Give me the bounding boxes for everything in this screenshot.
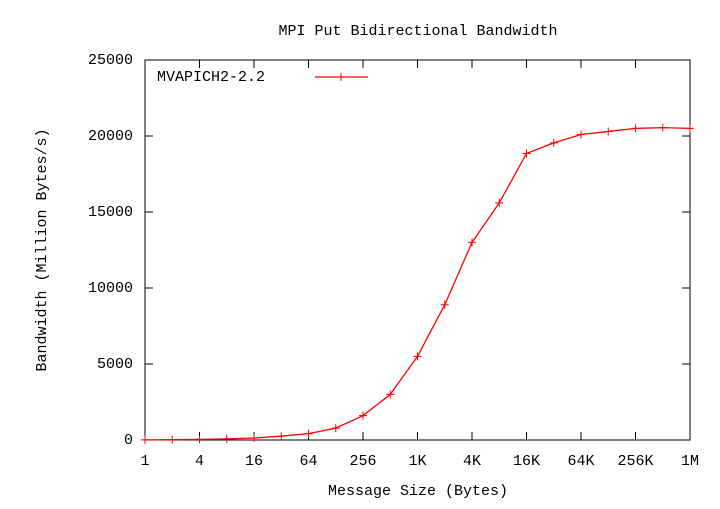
plot-frame: [144, 59, 691, 441]
point-marker: [549, 138, 558, 147]
point-marker: [686, 124, 694, 133]
y-tick-label: 25000: [88, 52, 133, 69]
series-line: [144, 126, 691, 441]
x-tick-label: 64K: [567, 453, 594, 470]
point-marker: [141, 435, 149, 444]
point-marker: [577, 130, 585, 139]
x-axis-label: Message Size (Bytes): [328, 483, 508, 500]
point-marker: [331, 424, 340, 433]
point-marker: [195, 435, 204, 444]
point-marker: [250, 434, 258, 443]
point-marker: [359, 411, 367, 420]
x-tick-label: 16K: [513, 453, 540, 470]
x-tick-label: 1K: [408, 453, 426, 470]
legend-marker: [337, 73, 345, 81]
x-tick-label: 4K: [463, 453, 481, 470]
legend-label: MVAPICH2-2.2: [157, 69, 265, 86]
y-tick-label: 10000: [88, 280, 133, 297]
x-tick-label: 64: [299, 453, 317, 470]
y-tick-label: 20000: [88, 128, 133, 145]
y-tick-label: 15000: [88, 204, 133, 221]
point-marker: [386, 390, 395, 399]
point-marker: [413, 352, 422, 361]
point-marker: [168, 435, 177, 444]
y-axis-label: Bandwidth (Million Bytes/s): [34, 128, 51, 371]
point-marker: [495, 198, 504, 207]
point-marker: [222, 434, 231, 443]
point-marker: [277, 432, 286, 441]
point-marker: [468, 238, 476, 247]
x-tick-label: 256: [349, 453, 376, 470]
point-marker: [440, 300, 449, 309]
point-marker: [522, 149, 531, 158]
point-marker: [604, 127, 613, 136]
x-tick-label: 16: [245, 453, 263, 470]
x-tick-label: 4: [195, 453, 204, 470]
point-marker: [304, 429, 313, 438]
y-tick-label: 5000: [97, 356, 133, 373]
point-marker: [631, 124, 640, 133]
x-tick-label: 1: [140, 453, 149, 470]
point-marker: [658, 123, 667, 132]
y-tick-label: 0: [124, 432, 133, 449]
x-tick-label: 256K: [617, 453, 653, 470]
chart-title: MPI Put Bidirectional Bandwidth: [278, 23, 557, 40]
x-tick-label: 1M: [681, 453, 699, 470]
